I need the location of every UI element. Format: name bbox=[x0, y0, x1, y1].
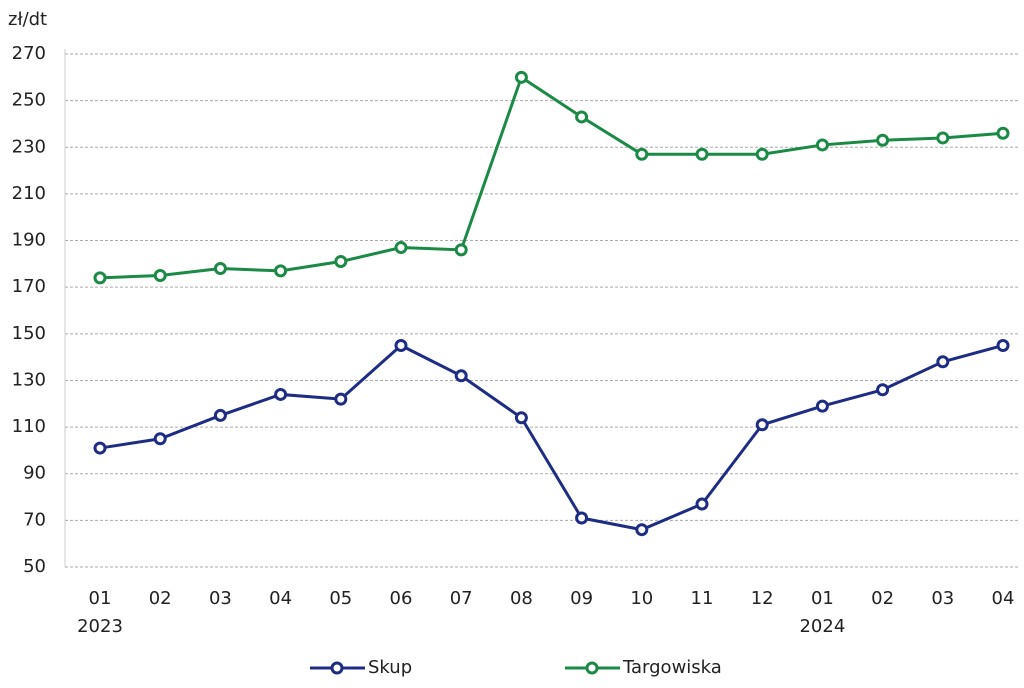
x-tick-label: 02 bbox=[149, 588, 172, 609]
y-tick-label: 150 bbox=[12, 323, 46, 344]
x-tick-label: 08 bbox=[510, 588, 533, 609]
data-point bbox=[334, 392, 348, 406]
y-tick-label: 70 bbox=[23, 509, 46, 530]
data-point bbox=[936, 131, 950, 145]
data-point bbox=[153, 432, 167, 446]
y-tick-label: 230 bbox=[12, 136, 46, 157]
x-tick-label: 10 bbox=[630, 588, 653, 609]
data-point bbox=[334, 255, 348, 269]
y-tick-label: 130 bbox=[12, 369, 46, 390]
x-tick-label: 06 bbox=[390, 588, 413, 609]
data-point bbox=[876, 133, 890, 147]
y-tick-label: 210 bbox=[12, 183, 46, 204]
y-tick-label: 90 bbox=[23, 463, 46, 484]
y-tick-label: 250 bbox=[12, 90, 46, 111]
data-point bbox=[755, 147, 769, 161]
data-point bbox=[695, 147, 709, 161]
y-tick-label: 110 bbox=[12, 416, 46, 437]
data-point bbox=[394, 338, 408, 352]
y-tick-label: 190 bbox=[12, 230, 46, 251]
data-point bbox=[936, 355, 950, 369]
data-point bbox=[514, 411, 528, 425]
x-tick-label: 03 bbox=[209, 588, 232, 609]
y-tick-label: 170 bbox=[12, 276, 46, 297]
x-tick-label: 04 bbox=[269, 588, 292, 609]
data-point bbox=[635, 147, 649, 161]
data-point bbox=[274, 264, 288, 278]
x-tick-label: 03 bbox=[931, 588, 954, 609]
y-axis-label: zł/dt bbox=[8, 9, 47, 30]
data-point bbox=[876, 383, 890, 397]
x-tick-label: 05 bbox=[329, 588, 352, 609]
data-point bbox=[394, 241, 408, 255]
data-point bbox=[575, 110, 589, 124]
data-point bbox=[454, 369, 468, 383]
legend-label: Skup bbox=[368, 657, 412, 678]
data-point bbox=[575, 511, 589, 525]
x-tick-label: 12 bbox=[751, 588, 774, 609]
data-point bbox=[635, 523, 649, 537]
legend-marker bbox=[585, 661, 599, 675]
y-tick-label: 270 bbox=[12, 43, 46, 64]
data-point bbox=[153, 269, 167, 283]
data-point bbox=[213, 408, 227, 422]
x-group-label: 2023 bbox=[77, 616, 123, 637]
data-point bbox=[996, 338, 1010, 352]
x-tick-label: 07 bbox=[450, 588, 473, 609]
data-point bbox=[514, 70, 528, 84]
x-tick-label: 09 bbox=[570, 588, 593, 609]
series-line bbox=[99, 75, 1004, 280]
data-point bbox=[815, 399, 829, 413]
x-tick-label: 01 bbox=[89, 588, 112, 609]
data-point bbox=[755, 418, 769, 432]
x-group-label: 2024 bbox=[799, 616, 845, 637]
legend-marker bbox=[330, 661, 344, 675]
x-tick-label: 11 bbox=[691, 588, 714, 609]
x-tick-label: 01 bbox=[811, 588, 834, 609]
legend-label: Targowiska bbox=[622, 657, 722, 678]
data-point bbox=[454, 243, 468, 257]
data-point bbox=[213, 262, 227, 276]
series-line bbox=[99, 343, 1004, 532]
data-point bbox=[996, 126, 1010, 140]
data-point bbox=[274, 387, 288, 401]
x-tick-label: 04 bbox=[992, 588, 1015, 609]
y-tick-label: 50 bbox=[23, 556, 46, 577]
data-point bbox=[815, 138, 829, 152]
data-point bbox=[695, 497, 709, 511]
x-tick-label: 02 bbox=[871, 588, 894, 609]
data-point bbox=[93, 441, 107, 455]
data-point bbox=[93, 271, 107, 285]
